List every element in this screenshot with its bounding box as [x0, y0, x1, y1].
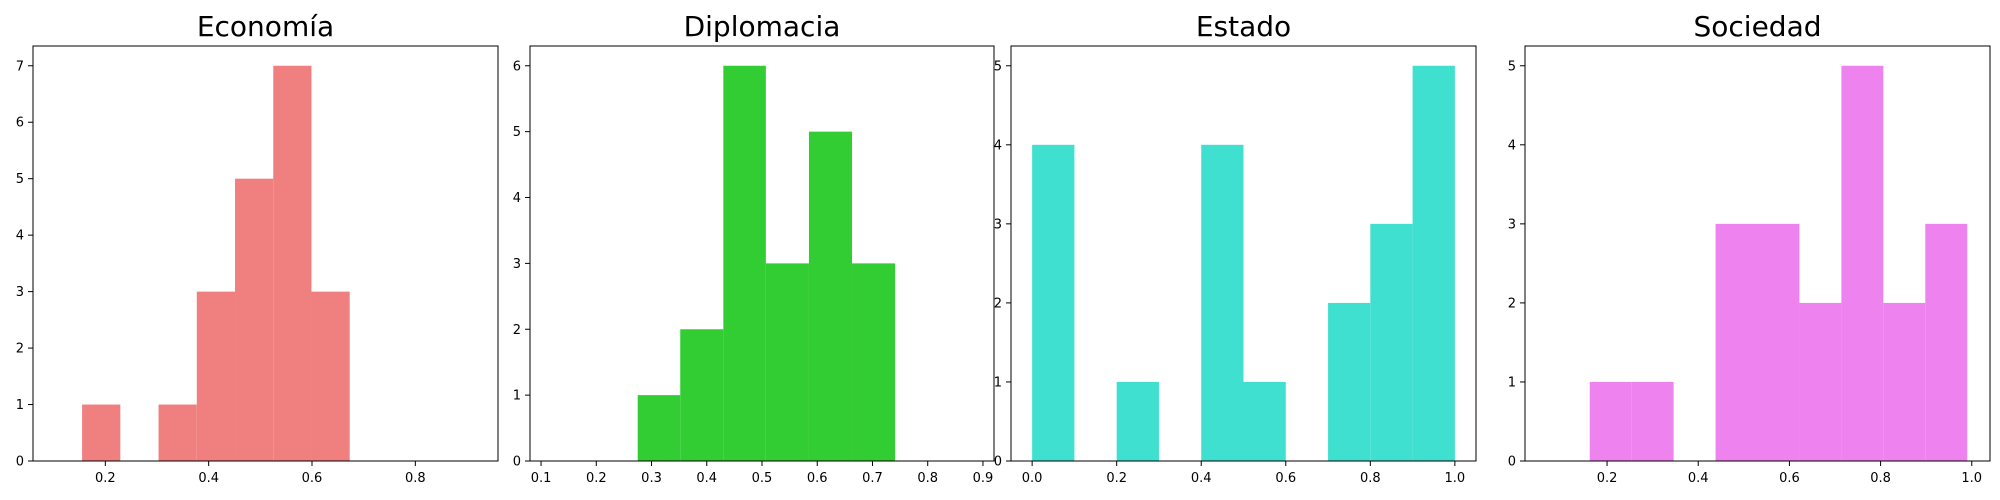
chart-panel: 0.1 0.2 0.3 0.4 0.5 0.6 0.7 0.8 0.9 0 1 2 3 4 5 6 Diplom… — [513, 10, 995, 486]
histogram-bar — [1799, 302, 1842, 461]
panel-title: Estado — [1196, 10, 1291, 43]
histogram-bar — [1201, 144, 1244, 462]
y-tick-label: 5 — [994, 59, 1002, 74]
y-tick-label: 2 — [513, 323, 521, 338]
x-tick-label: 1.0 — [1445, 471, 1466, 486]
x-tick-label: 1.0 — [1961, 471, 1982, 486]
y-tick-label: 7 — [16, 59, 24, 74]
chart-panel: 0.0 0.2 0.4 0.6 0.8 1.0 0 1 2 3 4 5 Estado — [994, 10, 1477, 486]
y-tick-label: 4 — [994, 138, 1002, 153]
y-tick-label: 0 — [16, 455, 24, 470]
x-tick-label: 0.7 — [862, 471, 883, 486]
histogram-bar — [1412, 65, 1455, 461]
y-tick-label: 0 — [1508, 455, 1516, 470]
histogram-bar — [311, 291, 350, 461]
histogram-bar — [808, 131, 853, 461]
histogram-bar — [680, 329, 724, 461]
y-tick-label: 1 — [16, 398, 24, 413]
x-tick-label: 0.5 — [752, 471, 773, 486]
histogram-bar — [196, 291, 236, 461]
axes-frame — [32, 45, 499, 462]
y-tick-label: 4 — [1508, 138, 1516, 153]
histogram-bar — [1631, 381, 1674, 461]
histogram-panels: 0.2 0.4 0.6 0.8 0 1 2 3 4 5 6 7 Economía 0.1 0.2 0.3 0.4… — [16, 10, 1991, 486]
histogram-bar — [1841, 65, 1884, 461]
histogram-bar — [1328, 302, 1371, 461]
histogram-bar — [1715, 223, 1758, 461]
x-tick-label: 0.2 — [586, 471, 607, 486]
histogram-bar — [723, 65, 766, 461]
x-tick-label: 0.2 — [1597, 471, 1618, 486]
y-tick-label: 1 — [513, 389, 521, 404]
histogram-bar — [1757, 223, 1800, 461]
x-tick-label: 0.8 — [405, 471, 426, 486]
x-tick-label: 0.4 — [198, 471, 219, 486]
y-tick-label: 0 — [513, 455, 521, 470]
y-tick-label: 3 — [16, 285, 24, 300]
y-tick-label: 1 — [1508, 375, 1516, 390]
histogram-bar — [273, 65, 312, 461]
y-tick-label: 4 — [513, 191, 521, 206]
histogram-bar — [1370, 223, 1413, 461]
x-tick-label: 0.8 — [1360, 471, 1381, 486]
histogram-bar — [158, 404, 197, 461]
y-tick-label: 3 — [1508, 217, 1516, 232]
y-tick-label: 5 — [513, 125, 521, 140]
y-tick-label: 4 — [16, 229, 24, 244]
y-tick-label: 5 — [16, 172, 24, 187]
histogram-bar — [1243, 381, 1286, 461]
y-tick-label: 2 — [994, 296, 1002, 311]
y-tick-label: 0 — [994, 455, 1002, 470]
axes-frame — [1524, 45, 1991, 462]
histogram-bar — [82, 404, 121, 461]
panel-title: Sociedad — [1693, 10, 1821, 43]
x-tick-label: 0.4 — [1688, 471, 1709, 486]
y-tick-label: 1 — [994, 375, 1002, 390]
histogram-bar — [852, 263, 896, 461]
x-tick-label: 0.3 — [641, 471, 662, 486]
y-tick-label: 3 — [994, 217, 1002, 232]
x-tick-label: 0.2 — [95, 471, 116, 486]
histogram-bar — [1589, 381, 1632, 461]
x-tick-label: 0.6 — [1275, 471, 1296, 486]
x-tick-label: 0.4 — [696, 471, 717, 486]
x-tick-label: 0.0 — [1022, 471, 1043, 486]
y-tick-label: 3 — [513, 257, 521, 272]
x-tick-label: 0.4 — [1191, 471, 1212, 486]
panel-title: Diplomacia — [684, 10, 841, 43]
chart-panel: 0.2 0.4 0.6 0.8 0 1 2 3 4 5 6 7 Economía — [16, 10, 499, 486]
chart-panel: 0.2 0.4 0.6 0.8 1.0 0 1 2 3 4 5 Sociedad — [1508, 10, 1991, 486]
histogram-bar — [1116, 381, 1159, 461]
histogram-bar — [1883, 302, 1926, 461]
y-tick-label: 2 — [1508, 296, 1516, 311]
x-tick-label: 0.6 — [302, 471, 323, 486]
axes-frame — [1010, 45, 1477, 462]
x-tick-label: 0.1 — [531, 471, 552, 486]
x-tick-label: 0.8 — [1870, 471, 1891, 486]
y-tick-label: 6 — [513, 59, 521, 74]
x-tick-label: 0.6 — [1779, 471, 1800, 486]
histogram-bar — [1925, 223, 1968, 461]
y-tick-label: 5 — [1508, 59, 1516, 74]
histogram-bar — [235, 178, 274, 461]
y-tick-label: 6 — [16, 116, 24, 131]
histogram-bar — [765, 263, 809, 461]
panel-title: Economía — [197, 10, 334, 43]
y-tick-label: 2 — [16, 342, 24, 357]
x-tick-label: 0.2 — [1106, 471, 1127, 486]
x-tick-label: 0.8 — [917, 471, 938, 486]
x-tick-label: 0.9 — [973, 471, 994, 486]
histogram-bar — [637, 395, 681, 461]
histogram-bar — [1032, 144, 1075, 462]
x-tick-label: 0.6 — [807, 471, 828, 486]
